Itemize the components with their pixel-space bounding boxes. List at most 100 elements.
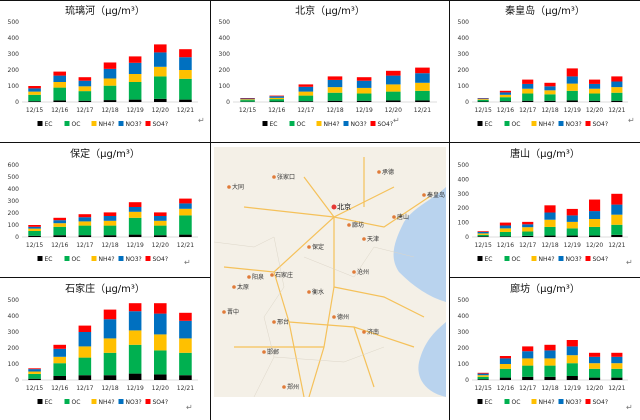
return-mark: ↵ (184, 258, 191, 267)
x-tick-label: 12/18 (541, 385, 558, 392)
legend-label: SO4? (153, 399, 169, 406)
bar-segment-no3 (128, 311, 142, 331)
legend-label: EC (45, 256, 53, 263)
bar-segment-so4 (128, 303, 142, 312)
legend-swatch (558, 121, 564, 126)
legend-swatch (289, 121, 295, 126)
x-tick-label: 12/17 (519, 385, 536, 392)
y-tick-label: 200 (219, 67, 231, 74)
bar-segment-oc (128, 82, 142, 100)
map-city-dot (422, 193, 426, 197)
bar-segment-oc (611, 368, 623, 378)
bar-segment-nh4 (269, 97, 284, 100)
y-tick-label: 0 (465, 234, 469, 241)
legend-label: SO4? (378, 121, 394, 128)
legend-swatch (343, 121, 349, 126)
chart-title: 廊坊（μg/m³） (510, 282, 580, 295)
map-city-label: 邢台 (277, 318, 289, 326)
bar-segment-ec (544, 376, 556, 380)
bar-segment-oc (611, 92, 623, 101)
legend-label: NH4? (539, 121, 555, 128)
bar-segment-so4 (611, 193, 623, 205)
x-tick-label: 12/21 (414, 107, 431, 114)
bar-segment-ec (128, 234, 142, 237)
map-city-dot (347, 223, 351, 227)
map-city-label: 秦皇岛 (427, 191, 445, 199)
x-tick-label: 12/18 (101, 242, 118, 249)
bar-segment-oc (356, 93, 372, 101)
legend-label: NH4? (539, 256, 555, 263)
map-city-dot (331, 204, 337, 210)
map-city-label: 保定 (312, 243, 324, 251)
legend-label: EC (485, 256, 493, 263)
bar-segment-ec (103, 375, 117, 380)
legend-label: NO3? (566, 399, 582, 406)
bar-segment-ec (78, 100, 92, 102)
legend-swatch (558, 399, 564, 404)
legend-swatch (91, 256, 97, 261)
x-tick-label: 12/20 (385, 107, 402, 114)
legend-swatch (37, 399, 43, 404)
legend-label: EC (45, 121, 53, 128)
legend-label: EC (45, 399, 53, 406)
y-tick-label: 300 (219, 51, 231, 58)
bar-segment-so4 (128, 56, 142, 63)
bar-segment-nh4 (28, 371, 41, 374)
chart-title: 秦皇岛（μg/m³） (505, 4, 585, 17)
map-city-dot (307, 290, 311, 294)
bar-segment-nh4 (544, 219, 556, 227)
bar-segment-nh4 (611, 87, 623, 93)
bar-segment-so4 (589, 352, 601, 357)
bar-segment-no3 (522, 224, 534, 228)
bar-segment-ec (179, 375, 192, 380)
chart-title: 琉璃河（μg/m³） (65, 4, 145, 17)
legend-swatch (531, 399, 537, 404)
bar-segment-nh4 (298, 91, 314, 96)
bar-segment-oc (128, 344, 142, 374)
bar-segment-no3 (477, 231, 489, 234)
map-city-label: 济南 (367, 328, 379, 336)
bar-segment-no3 (589, 211, 601, 219)
bar-segment-so4 (179, 312, 192, 321)
x-tick-label: 12/15 (26, 107, 43, 114)
bar-segment-nh4 (78, 346, 92, 358)
y-tick-label: 300 (458, 329, 470, 336)
map-city-label: 石家庄 (275, 271, 293, 279)
bar-segment-no3 (566, 215, 578, 222)
y-tick-label: 0 (15, 234, 19, 241)
bar-segment-no3 (499, 225, 511, 229)
chart-svg: 唐山（μg/m³） 0 100 200 300 400 500 12/15 12/16 12/17… (458, 147, 628, 263)
bar-segment-so4 (298, 84, 314, 87)
map-city-label: 大同 (232, 183, 244, 191)
y-tick-label: 400 (8, 313, 20, 320)
bar-segment-nh4 (53, 223, 66, 227)
bar-segment-so4 (327, 76, 343, 80)
bar-segment-so4 (544, 344, 556, 351)
bar-segment-oc (78, 357, 92, 376)
bar-segment-nh4 (589, 88, 601, 94)
bar-segment-no3 (53, 75, 66, 82)
y-tick-label: 500 (8, 174, 20, 181)
chart-svg: 廊坊（μg/m³） 0 100 200 300 400 500 12/15 12/16 12/17… (458, 282, 628, 406)
y-tick-label: 0 (465, 99, 469, 106)
y-tick-label: 0 (226, 99, 230, 106)
bar-segment-no3 (477, 98, 489, 100)
x-tick-label: 12/20 (586, 385, 603, 392)
bar-segment-so4 (78, 77, 92, 81)
bar-segment-oc (589, 226, 601, 236)
bar-segment-no3 (28, 369, 41, 372)
legend-label: NO3? (126, 256, 142, 263)
chart-panel-liulihe: 琉璃河（μg/m³） 0 100 200 300 400 500 12/15 12/16 12/1… (0, 0, 210, 142)
x-tick-label: 12/16 (51, 107, 68, 114)
return-mark: ↵ (626, 403, 633, 412)
x-tick-label: 12/18 (541, 107, 558, 114)
map-city-label: 北京 (337, 202, 351, 211)
bar-segment-no3 (589, 356, 601, 364)
bar-segment-ec (386, 100, 401, 102)
bar-segment-oc (544, 365, 556, 377)
y-tick-label: 300 (8, 329, 20, 336)
return-mark: ↵ (186, 403, 193, 412)
map-city-label: 张家口 (277, 173, 295, 181)
y-tick-label: 500 (458, 297, 470, 304)
bar-segment-nh4 (240, 99, 255, 101)
